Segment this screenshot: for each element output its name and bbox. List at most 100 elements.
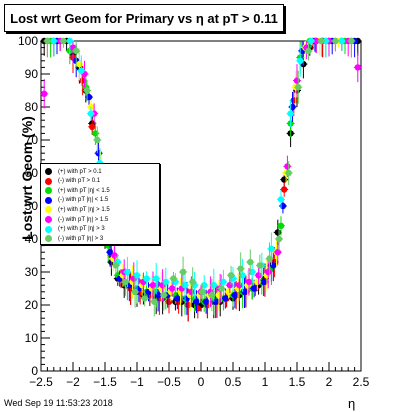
y-axis-label: Lost wrt Geom (%) [19,116,35,240]
data-point [284,163,291,170]
data-point [254,278,261,286]
legend-label: (+) with pT |η| > 3 [58,226,105,233]
data-point [277,222,285,229]
y-tick-label: 70 [25,133,39,147]
legend-entry: (+) with pT |η| > 1.5 [45,205,110,214]
data-point [274,249,281,256]
data-point [332,37,339,45]
data-point [313,37,320,45]
data-point [277,196,285,203]
y-tick-label: 30 [25,265,39,279]
data-point [265,268,272,276]
legend-entry: (+) with pT |η| < 1.5 [45,186,110,195]
data-point [247,258,254,266]
data-point [94,136,101,144]
y-tick-label: 60 [25,166,39,180]
data-point [112,262,120,269]
legend-label: (-) with pT > 0.1 [58,178,101,185]
y-tick-label: 0 [31,364,38,378]
data-point [174,295,181,302]
data-point [179,268,187,276]
x-tick-label: 0 [198,375,205,389]
y-tick-label: 80 [25,100,39,114]
data-point [41,90,48,98]
data-point [169,285,176,292]
data-point [122,278,129,286]
data-point [245,278,253,286]
data-marks [40,37,362,322]
legend-label: (+) with pT > 0.1 [58,168,102,175]
data-point [78,67,85,74]
data-point [287,110,294,117]
data-point [143,275,150,282]
data-point [236,282,243,289]
data-point [170,275,177,282]
data-point [202,298,210,305]
data-point [87,110,95,117]
y-tick-label: 100 [18,34,38,48]
x-tick-label: 1.5 [289,375,306,389]
data-point [307,37,315,45]
x-tick-label: −2.5 [29,375,53,389]
data-point [293,77,301,84]
legend-marker [45,206,52,214]
data-point [226,282,233,289]
timestamp-footer: Wed Sep 19 11:53:23 2018 [4,398,113,408]
y-axis-label-box: Lost wrt Geom (%) [2,100,35,260]
data-point [295,84,302,91]
data-point [260,278,267,286]
data-point [44,37,51,45]
x-tick-label: −1 [130,375,144,389]
data-point [275,235,283,243]
x-tick-label: −1.5 [93,375,117,389]
data-point [106,249,114,256]
data-point [199,288,206,295]
data-point [281,186,288,193]
data-point [60,37,67,45]
legend-entry: (-) with pT > 0.1 [45,177,100,186]
data-point [266,255,273,262]
x-tick-label: 1 [262,375,269,389]
data-point [348,37,355,45]
data-point [66,37,74,45]
chart-title-box: Lost wrt Geom for Primary vs η at pT > 0… [4,4,284,32]
chart-title: Lost wrt Geom for Primary vs η at pT > 0… [10,10,278,26]
data-point [188,288,195,295]
x-axis-label: η [348,396,356,411]
legend: (+) with pT > 0.1 (-) with pT > 0.1 (+) wi… [40,163,160,245]
legend-marker [45,196,52,204]
legend-marker [45,216,52,223]
data-point [305,47,312,55]
legend-marker [45,235,52,243]
data-point [255,272,262,279]
y-tick-label: 20 [25,298,39,312]
legend-marker [45,168,52,175]
data-point [274,229,281,236]
data-point [50,37,57,45]
x-tick-label: 0.5 [225,375,242,389]
data-point [189,278,196,286]
legend-marker [45,177,52,185]
legend-entry: (+) with pT |η| > 3 [45,225,105,234]
legend-label: (-) with pT |η| > 1.5 [58,216,109,223]
data-point [160,291,168,299]
y-tick-label: 40 [25,232,39,246]
legend-label: (+) with pT |η| > 1.5 [58,206,110,213]
data-point [153,275,160,282]
legend-label: (+) with pT |η| < 1.5 [58,187,110,194]
legend-label: (-) with pT |η| > 3 [58,235,104,242]
y-tick-label: 50 [25,199,39,213]
legend-entry: (-) with pT |η| > 3 [45,234,103,243]
data-point [250,285,258,292]
data-point [149,282,157,289]
y-axis: 0 10 20 30 40 50 60 70 80 90 100 [18,34,50,378]
data-point [318,37,325,45]
y-tick-label: 90 [25,67,39,81]
data-point [83,87,91,94]
y-tick-label: 10 [25,331,39,345]
data-point [256,262,264,269]
x-tick-label: 2.5 [353,375,370,389]
data-point [141,295,148,302]
x-axis: −2.5 −2 −1.5 −1 −0.5 0 0.5 1 1.5 2 2.5 [29,362,370,389]
